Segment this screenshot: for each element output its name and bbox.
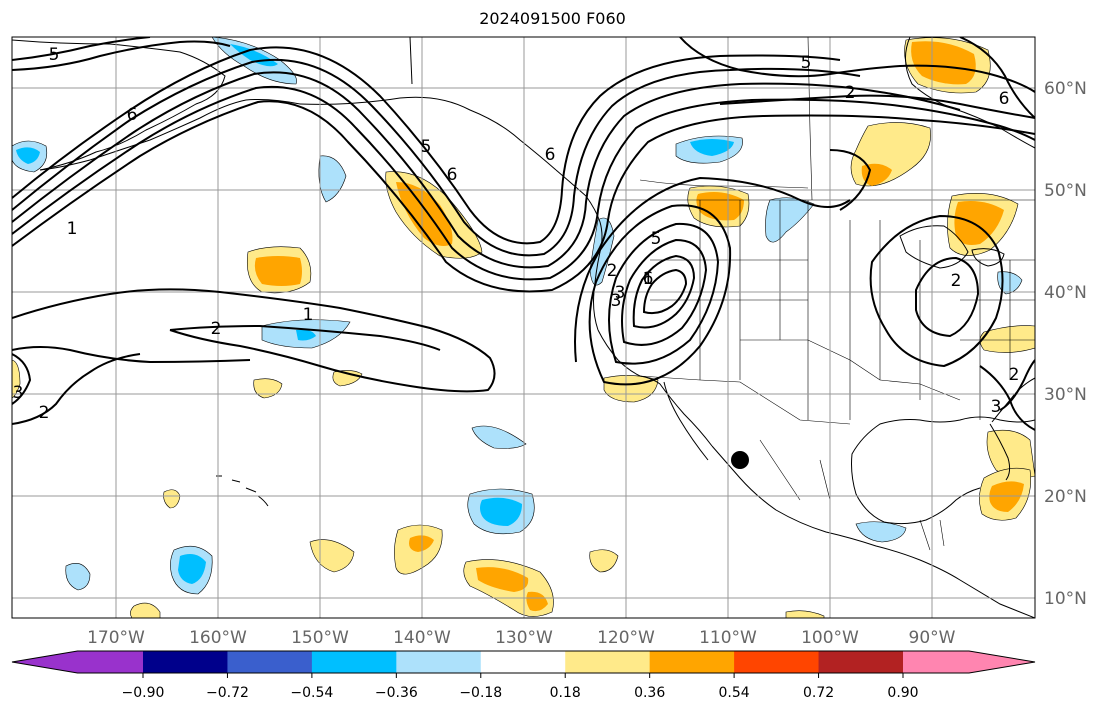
map-title: 2024091500 F060 bbox=[479, 9, 626, 28]
contour-label: 6 bbox=[999, 89, 1010, 109]
colorbar-swatch bbox=[565, 651, 651, 673]
latitude-labels: 60°N 50°N 40°N 30°N 20°N 10°N bbox=[1044, 79, 1087, 609]
contour-label: 5 bbox=[421, 137, 432, 157]
latitude-label: 20°N bbox=[1044, 487, 1087, 507]
colorbar-tick-label: −0.36 bbox=[375, 685, 418, 701]
colorbar-tick-label: −0.72 bbox=[206, 685, 249, 701]
contour-label: 3 bbox=[611, 291, 622, 311]
colorbar-swatch bbox=[818, 651, 904, 673]
contour-label: 6 bbox=[127, 105, 138, 125]
latitude-label: 10°N bbox=[1044, 589, 1087, 609]
latitude-label: 60°N bbox=[1044, 79, 1087, 99]
contour-label: 6 bbox=[545, 145, 556, 165]
contour-label: 5 bbox=[801, 53, 812, 73]
longitude-label: 140°W bbox=[393, 628, 451, 648]
contour-label: 2 bbox=[951, 271, 962, 291]
contour-label: 2 bbox=[211, 319, 222, 339]
longitude-label: 160°W bbox=[189, 628, 247, 648]
longitude-labels: 170°W 160°W 150°W 140°W 130°W 120°W 110°W 100°W… bbox=[87, 628, 956, 648]
positive-anomaly-regions bbox=[12, 37, 1035, 618]
contour-label: 5 bbox=[49, 45, 60, 65]
colorbar-tick-label: 0.90 bbox=[887, 685, 918, 701]
latitude-label: 30°N bbox=[1044, 385, 1087, 405]
contour-label: 2 bbox=[845, 83, 856, 103]
contour-label: 6 bbox=[447, 165, 458, 185]
colorbar-extend-low bbox=[12, 651, 143, 673]
contour-label: 1 bbox=[303, 305, 314, 325]
map-frame bbox=[11, 36, 1036, 619]
contour-label: 5 bbox=[651, 229, 662, 249]
longitude-label: 110°W bbox=[699, 628, 757, 648]
contour-label: 3 bbox=[991, 397, 1002, 417]
colorbar-tick-label: 0.18 bbox=[550, 685, 581, 701]
contour-label: 1 bbox=[67, 219, 78, 239]
colorbar-swatch bbox=[734, 651, 820, 673]
location-marker bbox=[731, 451, 749, 469]
colorbar-tick-label: −0.18 bbox=[459, 685, 502, 701]
longitude-label: 130°W bbox=[495, 628, 553, 648]
colorbar: −0.90 −0.72 −0.54 −0.36 −0.18 0.18 0.36 0.54 0.7… bbox=[11, 650, 1036, 701]
latitude-label: 40°N bbox=[1044, 283, 1087, 303]
longitude-label: 100°W bbox=[801, 628, 859, 648]
contour-label: 3 bbox=[13, 383, 24, 403]
longitude-label: 90°W bbox=[909, 628, 956, 648]
colorbar-swatch bbox=[143, 651, 228, 673]
colorbar-tick-label: 0.72 bbox=[803, 685, 834, 701]
colorbar-tick-label: 0.54 bbox=[719, 685, 750, 701]
colorbar-swatch bbox=[480, 651, 566, 673]
contour-label: 2 bbox=[1009, 365, 1020, 385]
colorbar-swatch bbox=[311, 651, 397, 673]
contour-label: 2 bbox=[607, 261, 618, 281]
negative-anomaly-regions bbox=[12, 37, 1023, 595]
colorbar-swatch bbox=[649, 651, 735, 673]
colorbar-outline bbox=[11, 650, 1036, 674]
colorbar-tick-label: −0.90 bbox=[122, 685, 165, 701]
contour-lines bbox=[12, 37, 1035, 431]
longitude-label: 150°W bbox=[291, 628, 349, 648]
colorbar-extend-high bbox=[903, 651, 1035, 673]
colorbar-swatch bbox=[227, 651, 313, 673]
colorbar-swatch bbox=[396, 651, 482, 673]
contour-label: 1 bbox=[643, 269, 654, 289]
state-borders bbox=[600, 37, 1035, 551]
contour-label: 3 bbox=[615, 283, 626, 303]
longitude-label: 170°W bbox=[87, 628, 145, 648]
latitude-label: 50°N bbox=[1044, 181, 1087, 201]
longitude-label: 120°W bbox=[597, 628, 655, 648]
anomaly-shading bbox=[12, 37, 1035, 618]
contour-label: 6 bbox=[643, 269, 654, 289]
lat-lon-grid bbox=[12, 37, 1035, 618]
colorbar-tick-label: 0.36 bbox=[634, 685, 665, 701]
colorbar-tick-label: −0.54 bbox=[290, 685, 333, 701]
contour-label: 2 bbox=[39, 403, 50, 423]
